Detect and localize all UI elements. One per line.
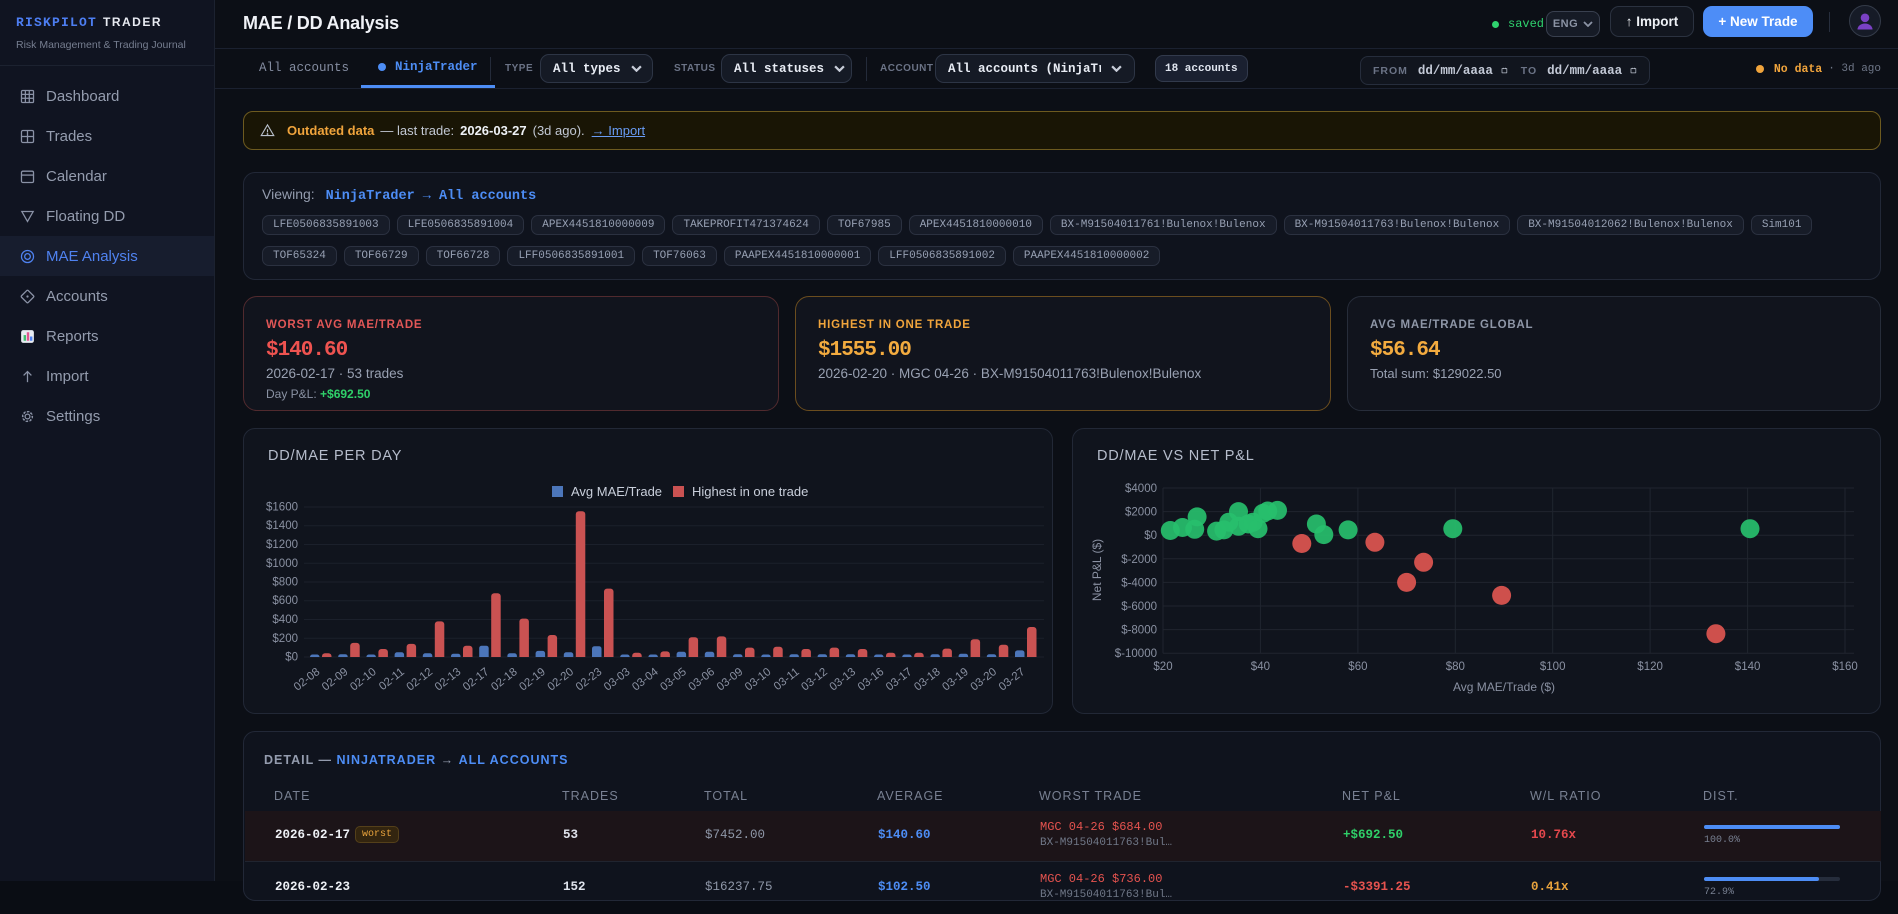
svg-text:$800: $800 [272,577,298,589]
svg-text:03-27: 03-27 [997,666,1028,694]
svg-text:03-06: 03-06 [687,666,718,694]
svg-text:03-12: 03-12 [799,666,830,694]
svg-text:03-17: 03-17 [884,666,915,694]
svg-text:Highest in one trade: Highest in one trade [692,484,808,499]
svg-text:$1200: $1200 [266,539,298,551]
svg-text:$-10000: $-10000 [1115,648,1157,660]
svg-text:$-8000: $-8000 [1121,625,1157,637]
svg-text:02-23: 02-23 [574,666,605,694]
svg-text:03-19: 03-19 [940,666,971,694]
svg-text:03-09: 03-09 [715,666,746,694]
svg-text:$400: $400 [272,614,298,626]
svg-text:03-20: 03-20 [969,666,1000,694]
svg-text:$140: $140 [1735,661,1761,673]
svg-text:$100: $100 [1540,661,1566,673]
svg-text:$4000: $4000 [1125,483,1157,495]
svg-text:$1000: $1000 [266,558,298,570]
svg-text:$120: $120 [1637,661,1663,673]
svg-text:$-2000: $-2000 [1121,554,1157,566]
svg-text:$80: $80 [1446,661,1465,673]
svg-text:02-08: 02-08 [292,666,323,694]
svg-text:$0: $0 [285,652,298,664]
svg-text:02-17: 02-17 [461,666,492,694]
svg-text:02-09: 02-09 [320,666,351,694]
svg-text:03-11: 03-11 [772,666,802,693]
svg-text:$2000: $2000 [1125,507,1157,519]
svg-text:$1600: $1600 [266,502,298,514]
svg-text:$20: $20 [1153,661,1172,673]
svg-text:Net P&L ($): Net P&L ($) [1090,539,1104,601]
svg-text:03-05: 03-05 [658,666,689,694]
svg-text:$1400: $1400 [266,520,298,532]
svg-text:02-13: 02-13 [433,666,464,694]
svg-text:Avg MAE/Trade ($): Avg MAE/Trade ($) [1453,680,1555,694]
svg-text:$200: $200 [272,633,298,645]
svg-text:02-11: 02-11 [377,666,407,693]
svg-text:02-18: 02-18 [489,666,520,694]
svg-text:$160: $160 [1832,661,1858,673]
svg-text:03-16: 03-16 [856,666,887,694]
svg-text:03-18: 03-18 [912,666,943,694]
svg-text:$60: $60 [1348,661,1367,673]
svg-text:03-03: 03-03 [602,666,633,694]
svg-text:02-12: 02-12 [405,666,436,694]
svg-text:$-4000: $-4000 [1121,577,1157,589]
svg-text:02-19: 02-19 [517,666,548,694]
svg-text:$-6000: $-6000 [1121,601,1157,613]
svg-text:03-13: 03-13 [828,666,859,694]
svg-text:02-20: 02-20 [546,666,577,694]
svg-text:$600: $600 [272,595,298,607]
svg-text:$0: $0 [1144,530,1157,542]
svg-text:$40: $40 [1251,661,1270,673]
svg-text:02-10: 02-10 [348,666,379,694]
svg-text:03-04: 03-04 [630,666,661,694]
svg-text:Avg MAE/Trade: Avg MAE/Trade [571,484,662,499]
svg-text:03-10: 03-10 [743,666,774,694]
